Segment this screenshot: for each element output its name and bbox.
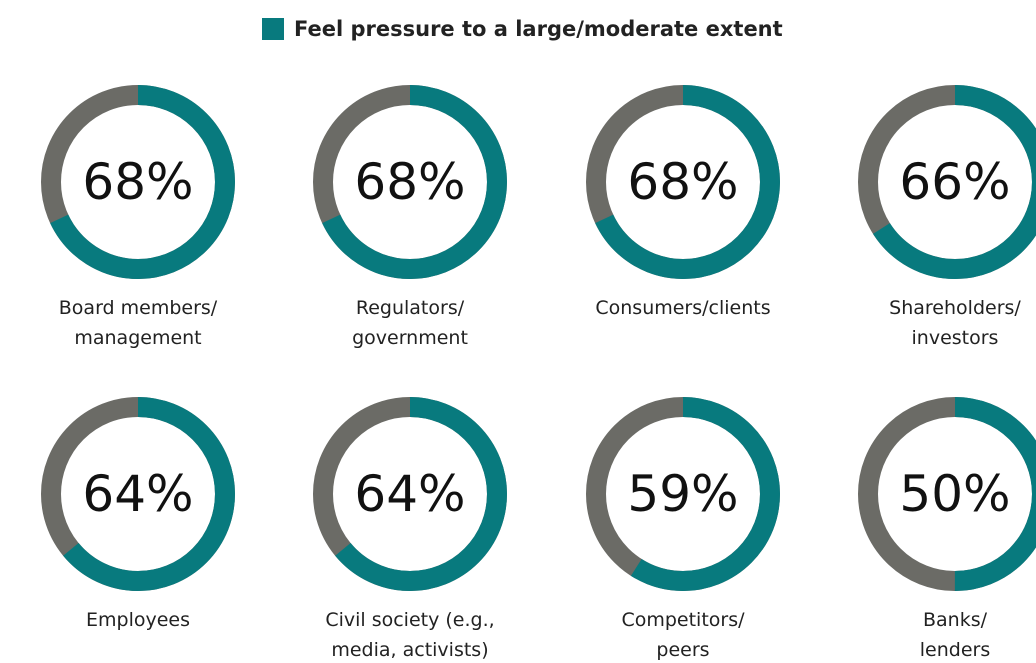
donut-value-label: 68% [627, 153, 738, 211]
donut-arc [41, 85, 235, 279]
category-label: Shareholders/ investors [889, 297, 1021, 349]
donut-value-label: 59% [627, 465, 738, 523]
category-label: Employees [86, 609, 190, 631]
category-label: Banks/ lenders [919, 609, 991, 661]
donut-arc [586, 85, 780, 279]
donut-value-label: 64% [354, 465, 465, 523]
legend-label: Feel pressure to a large/moderate extent [294, 17, 783, 41]
category-label: Board members/ management [58, 297, 218, 349]
donut-value-label: 64% [82, 465, 193, 523]
legend-swatch [262, 18, 284, 40]
donut-value-label: 68% [82, 153, 193, 211]
donut-arc [41, 397, 235, 591]
category-label: Competitors/ peers [621, 609, 745, 661]
donut-value-label: 50% [899, 465, 1010, 523]
donut-value-label: 66% [899, 153, 1010, 211]
donut-value-label: 68% [354, 153, 465, 211]
donut-arc [586, 397, 780, 591]
category-label: Civil society (e.g., media, activists) [325, 609, 495, 661]
donut-arc [313, 85, 507, 279]
donut-arc [313, 397, 507, 591]
donut-arc [858, 85, 1036, 279]
category-label: Consumers/clients [595, 297, 771, 319]
category-label: Regulators/ government [352, 297, 468, 349]
donut-arc [858, 397, 1036, 591]
